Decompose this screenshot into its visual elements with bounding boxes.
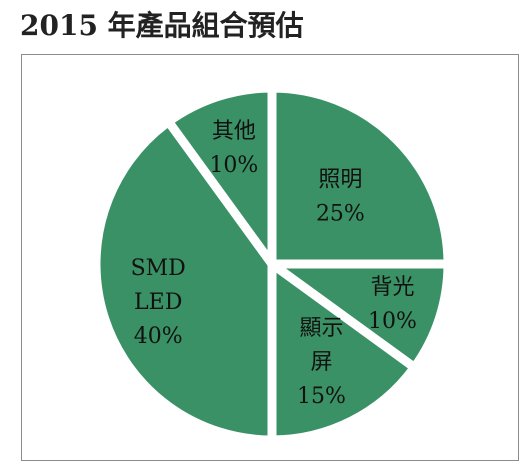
slice-category-label: SMD — [131, 256, 186, 281]
slice-category-label: 其他 — [212, 119, 256, 144]
slice-label-backlight: 背光 10% — [368, 275, 417, 334]
slice-label-display: 顯示屏 15% — [297, 316, 346, 409]
slice-label-smd-led: SMD LED 40% — [131, 256, 186, 349]
pie-labels: 照明 25% 背光 10% 顯示屏 15% SMD LED 40% 其他 10% — [131, 119, 417, 409]
chart-title: 2015 年產品組合預估 — [20, 9, 304, 42]
slice-category-label: LED — [134, 290, 182, 315]
slice-percent-label: 15% — [297, 384, 346, 409]
slice-percent-label: 40% — [134, 324, 183, 349]
slice-category-label: 顯示 — [299, 316, 343, 341]
pie-slice-other — [162, 83, 277, 278]
pie-slice-display — [267, 255, 421, 445]
slice-label-other: 其他 10% — [209, 119, 258, 178]
slice-category-label: 照明 — [318, 168, 362, 193]
slice-percent-label: 10% — [209, 153, 258, 178]
pie-slice-backlight — [258, 259, 453, 374]
slice-category-label: 背光 — [370, 275, 414, 300]
slice-percent-label: 10% — [368, 309, 417, 334]
slice-percent-label: 25% — [316, 202, 365, 227]
pie-slices — [91, 83, 453, 445]
pie-slice-smd-led — [91, 115, 277, 445]
slice-category-label: 屏 — [310, 350, 332, 375]
slice-label-lighting: 照明 25% — [316, 168, 365, 227]
pie-slice-lighting — [267, 83, 453, 269]
